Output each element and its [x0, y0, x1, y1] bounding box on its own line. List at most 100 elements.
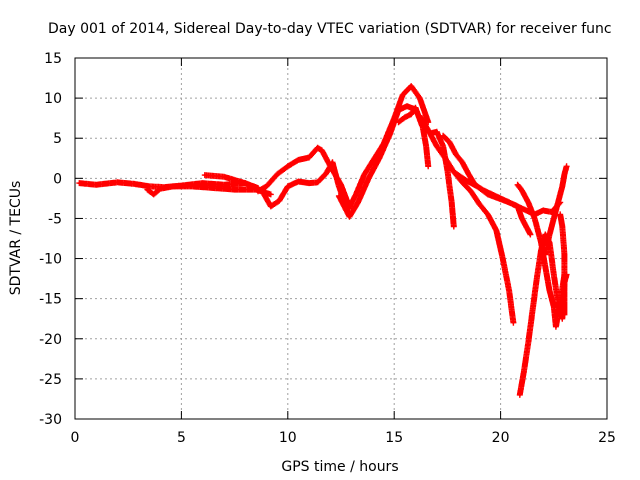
data-point: [507, 201, 511, 204]
data-point: [450, 201, 453, 204]
data-point: [501, 257, 504, 260]
data-point: [563, 301, 566, 304]
data-point: [418, 96, 421, 100]
data-point: [367, 177, 370, 180]
data-point: [397, 108, 400, 112]
data-point: [507, 289, 511, 292]
data-point: [324, 172, 328, 175]
data-point: [499, 197, 502, 200]
data-point: [337, 194, 341, 198]
data-point: [461, 161, 464, 164]
data-point: [467, 173, 470, 176]
data-point: [544, 253, 547, 256]
data-point: [520, 217, 524, 220]
data-point: [331, 161, 334, 164]
data-point: [469, 189, 473, 193]
data-point: [554, 325, 558, 328]
data-point: [461, 181, 464, 184]
data-point: [473, 183, 477, 186]
series-trace-11: [514, 181, 568, 330]
data-point: [286, 165, 289, 168]
data-point: [397, 120, 400, 124]
y-tick-label: 10: [44, 91, 62, 107]
data-point: [552, 273, 555, 276]
data-point: [435, 130, 438, 134]
data-point: [563, 313, 566, 316]
data-point: [316, 146, 319, 150]
data-point: [371, 159, 375, 162]
data-point: [533, 217, 536, 220]
data-point: [552, 217, 555, 220]
series-trace-5: [335, 103, 432, 220]
plot-frame: [74, 57, 608, 420]
data-point: [256, 189, 260, 193]
data-point: [286, 185, 289, 188]
data-point: [269, 193, 272, 196]
data-point: [454, 153, 458, 156]
data-point: [354, 193, 358, 196]
data-point: [565, 165, 568, 168]
data-point: [203, 173, 207, 177]
data-point: [133, 182, 136, 186]
data-point: [427, 120, 430, 124]
data-point: [563, 173, 566, 176]
data-point: [410, 112, 413, 116]
y-tick-label: -10: [39, 252, 62, 268]
data-point: [518, 393, 521, 397]
data-point: [278, 199, 281, 202]
data-point: [171, 185, 175, 188]
data-point: [307, 156, 311, 159]
data-point: [561, 225, 564, 228]
data-point: [535, 277, 538, 280]
data-point: [405, 104, 409, 108]
data-point: [486, 213, 490, 216]
data-point: [152, 193, 155, 196]
x-tick-label: 25: [598, 430, 616, 446]
y-tick-label: 5: [53, 131, 62, 147]
data-point: [363, 173, 366, 176]
data-point: [558, 301, 562, 304]
data-point: [548, 233, 551, 236]
data-point: [427, 165, 430, 168]
data-point: [320, 149, 324, 152]
x-tick-label: 15: [385, 430, 403, 446]
data-point: [465, 179, 468, 182]
data-point: [529, 233, 532, 236]
data-point: [410, 84, 413, 88]
data-point: [418, 114, 421, 117]
data-point: [212, 186, 215, 190]
data-point: [516, 205, 519, 208]
data-point: [424, 145, 428, 148]
data-point: [482, 189, 485, 192]
data-point: [222, 175, 226, 178]
data-point: [527, 341, 530, 344]
y-tick-label: -5: [48, 211, 62, 227]
y-axis-label: SDTVAR / TECUs: [8, 181, 24, 296]
data-point: [522, 369, 526, 373]
data-point: [414, 106, 417, 109]
data-point: [78, 181, 81, 185]
data-point: [158, 187, 162, 190]
data-point: [516, 183, 519, 186]
data-point: [452, 225, 455, 228]
data-point: [435, 145, 438, 148]
data-point: [454, 172, 458, 175]
data-point: [378, 157, 381, 160]
data-point: [356, 201, 360, 204]
x-tick-label: 0: [71, 430, 80, 446]
data-point: [556, 201, 560, 204]
data-series: [76, 83, 570, 398]
data-point: [116, 181, 119, 184]
data-point: [297, 158, 300, 162]
chart-title: Day 001 of 2014, Sidereal Day-to-day VTE…: [48, 21, 612, 37]
data-point: [269, 205, 272, 208]
data-point: [495, 229, 498, 232]
data-point: [297, 180, 300, 183]
data-point: [478, 202, 481, 206]
data-point: [512, 321, 515, 324]
y-tick-label: -25: [39, 372, 62, 388]
data-point: [448, 141, 451, 144]
x-axis-label: GPS time / hours: [281, 459, 398, 475]
series-trace-7: [416, 112, 517, 326]
